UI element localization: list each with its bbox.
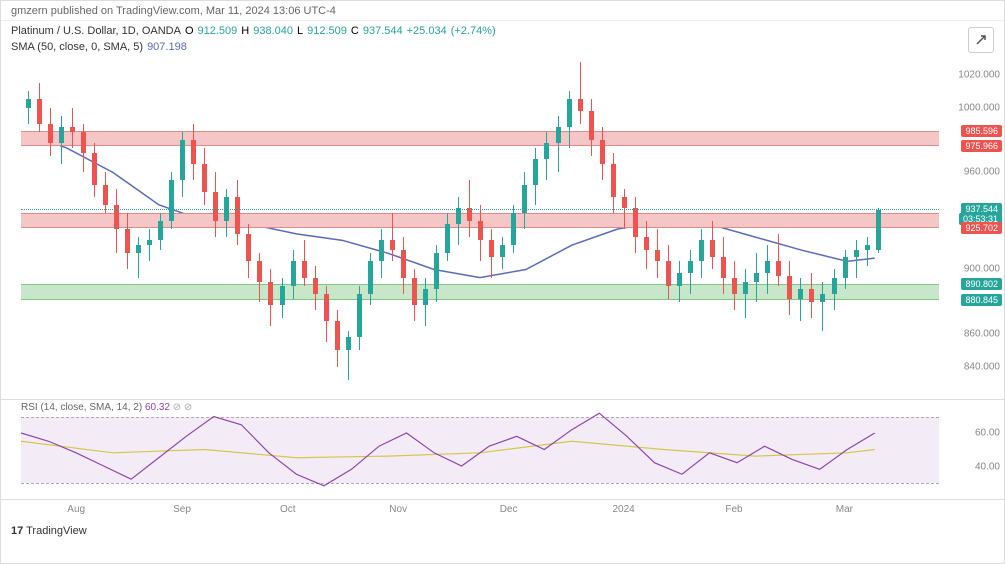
ohlc-l-label: L — [297, 25, 303, 37]
rsi-plot — [21, 400, 939, 499]
x-tick: Nov — [389, 504, 407, 515]
x-axis: Aug Sep Oct Nov Dec 2024 Feb Mar — [1, 499, 1004, 521]
price-zone — [21, 131, 939, 147]
rsi-y-tick: 40.00 — [975, 461, 1000, 472]
y-tick: 1000.000 — [958, 102, 1000, 113]
ohlc-c-label: C — [351, 25, 359, 37]
change-value: +25.034 — [407, 25, 447, 37]
change-pct: (+2.74%) — [451, 25, 496, 37]
y-tick: 860.000 — [964, 329, 1000, 340]
fullscreen-icon — [974, 33, 988, 47]
sma-legend-row: SMA (50, close, 0, SMA, 5) 907.198 — [11, 39, 994, 55]
symbol-legend-row: Platinum / U.S. Dollar, 1D, OANDA O 912.… — [11, 23, 994, 39]
main-chart-area[interactable]: 840.000 860.000 900.000 960.000 1000.000 1020… — [1, 59, 1004, 399]
rsi-chart-area[interactable]: RSI (14, close, SMA, 14, 2) 60.32 ⊘ ⊘ 40… — [1, 399, 1004, 499]
main-chart-plot — [21, 59, 939, 399]
tradingview-label: TradingView — [26, 525, 87, 537]
ohlc-h-value: 938.040 — [253, 25, 293, 37]
x-tick: Aug — [67, 504, 85, 515]
rsi-y-tick: 60.00 — [975, 428, 1000, 439]
tradingview-logo-symbol: 17 — [11, 525, 23, 537]
chart-legend: Platinum / U.S. Dollar, 1D, OANDA O 912.… — [1, 21, 1004, 59]
rsi-y-axis: 40.00 60.00 — [939, 400, 1004, 499]
ohlc-o-value: 912.509 — [198, 25, 238, 37]
rsi-line — [21, 413, 875, 486]
rsi-extra-icon: ⊘ ⊘ — [173, 402, 193, 413]
y-tick: 960.000 — [964, 167, 1000, 178]
y-tick: 840.000 — [964, 361, 1000, 372]
x-tick: Sep — [173, 504, 191, 515]
price-label: 985.596 — [961, 125, 1002, 137]
rsi-legend: RSI (14, close, SMA, 14, 2) 60.32 ⊘ ⊘ — [21, 402, 192, 413]
publish-info: gmzern published on TradingView.com, Mar… — [11, 5, 336, 17]
ohlc-h-label: H — [241, 25, 249, 37]
x-tick: Dec — [500, 504, 518, 515]
symbol-name: Platinum / U.S. Dollar, 1D, OANDA — [11, 25, 181, 37]
current-price-line — [21, 209, 939, 210]
price-label: 890.802 — [961, 278, 1002, 290]
x-tick: Feb — [725, 504, 742, 515]
sma-value: 907.198 — [147, 41, 187, 53]
sma-name: SMA (50, close, 0, SMA, 5) — [11, 41, 143, 53]
y-tick: 1020.000 — [958, 70, 1000, 81]
ohlc-l-value: 912.509 — [307, 25, 347, 37]
rsi-signal-line — [21, 441, 875, 458]
publish-header: gmzern published on TradingView.com, Mar… — [1, 1, 1004, 21]
ohlc-c-value: 937.544 — [363, 25, 403, 37]
rsi-value: 60.32 — [145, 402, 170, 413]
price-label: 925.702 — [961, 222, 1002, 234]
x-tick: Oct — [280, 504, 296, 515]
price-label: 975.966 — [961, 140, 1002, 152]
chart-footer: 17 TradingView — [1, 521, 1004, 543]
ohlc-o-label: O — [185, 25, 194, 37]
rsi-name: RSI (14, close, SMA, 14, 2) — [21, 402, 142, 413]
x-tick: 2024 — [612, 504, 634, 515]
price-label: 880.845 — [961, 294, 1002, 306]
main-y-axis: 840.000 860.000 900.000 960.000 1000.000 1020… — [939, 59, 1004, 399]
y-tick: 900.000 — [964, 264, 1000, 275]
chart-container: gmzern published on TradingView.com, Mar… — [0, 0, 1005, 564]
rsi-svg — [21, 400, 939, 499]
fullscreen-button[interactable] — [968, 27, 994, 53]
x-tick: Mar — [836, 504, 853, 515]
